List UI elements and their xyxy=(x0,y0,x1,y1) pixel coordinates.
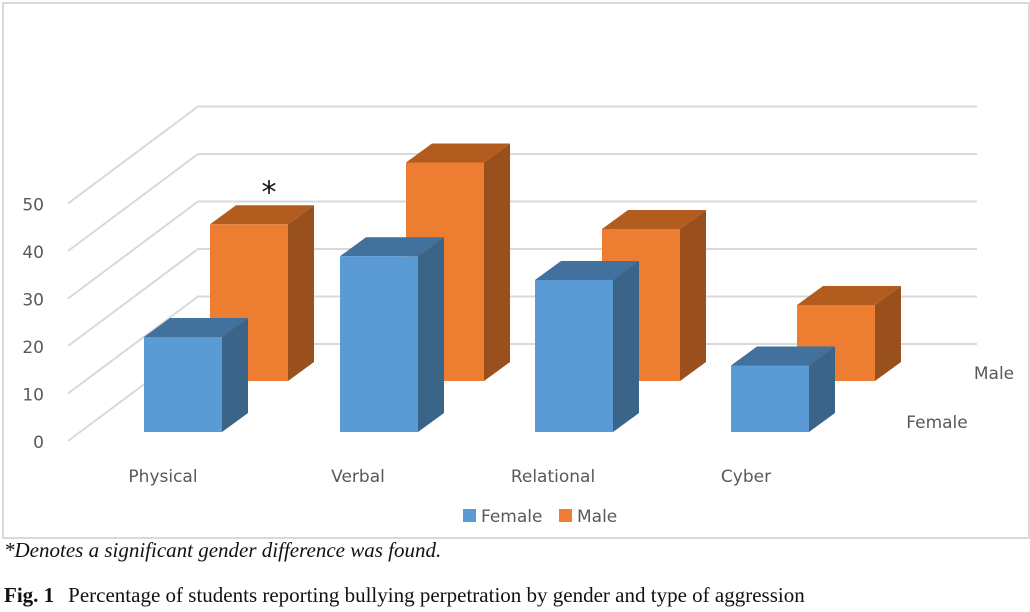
bar-side-face xyxy=(288,205,314,381)
chart-area: 0 10 20 30 40 50 * Physical Verbal Relational Cy… xyxy=(2,2,1030,539)
chart-svg: 0 10 20 30 40 50 * Physical Verbal Relational Cy… xyxy=(22,105,1014,527)
bar-front-face xyxy=(144,337,222,432)
category-label: Verbal xyxy=(331,467,385,487)
legend-label: Male xyxy=(577,507,617,527)
gridline xyxy=(67,153,977,252)
depth-axis-labels: Female Male xyxy=(906,364,1014,433)
y-tick-label: 40 xyxy=(22,243,44,263)
bar-side-face xyxy=(613,261,639,432)
bar-top-face xyxy=(340,237,444,257)
bar-side-face xyxy=(418,237,444,432)
significance-asterisk: * xyxy=(262,175,277,210)
y-tick-label: 30 xyxy=(22,291,44,311)
bar-top-face xyxy=(731,346,835,366)
significance-note: *Denotes a significant gender difference… xyxy=(4,538,442,562)
female-series xyxy=(144,237,835,432)
bar-female-verbal xyxy=(340,237,444,432)
figure-caption: Fig. 1 Percentage of students reporting b… xyxy=(4,583,805,608)
gridline xyxy=(67,200,977,300)
figure-label: Fig. 1 xyxy=(4,583,55,607)
bar-male-cyber xyxy=(797,286,901,381)
bar-side-face xyxy=(222,318,248,432)
bar-side-face xyxy=(809,346,835,432)
bar-front-face xyxy=(535,280,613,432)
category-label: Physical xyxy=(128,467,197,487)
bar-side-face xyxy=(680,210,706,381)
gridlines xyxy=(67,105,977,442)
y-tick-label: 20 xyxy=(22,338,44,358)
bar-front-face xyxy=(731,365,809,432)
gridline xyxy=(67,105,977,205)
depth-axis-label: Male xyxy=(974,364,1014,384)
legend-swatch xyxy=(559,509,572,522)
depth-axis-label: Female xyxy=(906,413,967,433)
bar-top-face xyxy=(406,143,510,163)
y-tick-label: 0 xyxy=(33,433,44,453)
annotations: * xyxy=(262,175,277,210)
bar-top-face xyxy=(144,318,248,337)
figure-caption-text: Percentage of students reporting bullyin… xyxy=(68,583,805,607)
bar-top-face xyxy=(210,205,314,225)
category-label: Relational xyxy=(511,467,595,487)
legend-swatch xyxy=(463,509,476,522)
bar-top-face xyxy=(602,210,706,229)
bar-top-face xyxy=(535,261,639,280)
bar-top-face xyxy=(797,286,901,305)
y-tick-label: 50 xyxy=(22,196,44,216)
bar-female-cyber xyxy=(731,346,835,432)
legend-label: Female xyxy=(481,507,542,527)
bar-female-physical xyxy=(144,318,248,432)
legend: Female Male xyxy=(463,507,617,527)
bar-side-face xyxy=(484,143,510,381)
gridline xyxy=(67,248,977,347)
x-axis-categories: Physical Verbal Relational Cyber xyxy=(128,467,771,487)
bar-female-relational xyxy=(535,261,639,432)
category-label: Cyber xyxy=(721,467,771,487)
gridline xyxy=(67,295,977,395)
bar-front-face xyxy=(340,256,418,432)
bar-side-face xyxy=(875,286,901,381)
y-tick-label: 10 xyxy=(22,386,44,406)
y-axis-ticks: 0 10 20 30 40 50 xyxy=(22,196,44,454)
